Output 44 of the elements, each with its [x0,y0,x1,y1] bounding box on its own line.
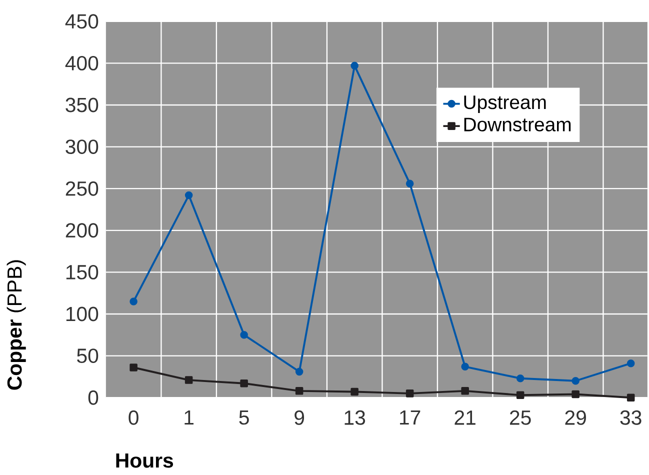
x-tick-label: 25 [510,410,531,426]
point [184,376,193,384]
y-tick-label: 200 [66,223,98,238]
x-tick-label: 0 [128,410,138,426]
x-tick-label: 1 [184,410,194,425]
point [130,364,138,372]
x-tick-label: 29 [565,410,586,426]
x-tick-label: 5 [239,410,249,425]
point [406,180,414,188]
point [461,387,469,396]
x-tick-label: 9 [294,410,304,426]
point [240,380,248,388]
y-tick-label: 400 [65,56,98,71]
point [350,62,358,70]
point [295,368,304,376]
x-tick-label: 17 [400,410,420,425]
point [516,391,524,400]
x-tick-label: 21 [454,410,476,425]
point [516,374,524,382]
point [184,192,193,200]
point [572,390,580,398]
x-tick-label: 33 [620,410,642,426]
y-tick-label: 0 [88,390,98,406]
y-axis-title: Copper (PPB) [6,260,26,390]
y-tick-label: 350 [66,98,98,112]
point [406,390,414,398]
point [461,363,469,371]
y-tick-label: 150 [66,265,98,280]
point [626,394,635,402]
point [130,298,138,306]
y-tick-label: 100 [66,306,98,322]
y-tick-label: 250 [66,182,98,196]
legend-label: Downstream [464,118,571,132]
x-axis-title: Hours [116,454,174,468]
y-tick-label: 300 [66,140,98,154]
x-tick-label: 13 [344,410,366,426]
point [240,331,248,340]
y-tick-label: 50 [77,348,98,364]
point [350,388,358,396]
y-tick-label: 450 [65,14,98,29]
point [626,360,635,368]
point [295,387,304,396]
point [572,377,580,385]
legend-label: Upstream [464,96,546,114]
